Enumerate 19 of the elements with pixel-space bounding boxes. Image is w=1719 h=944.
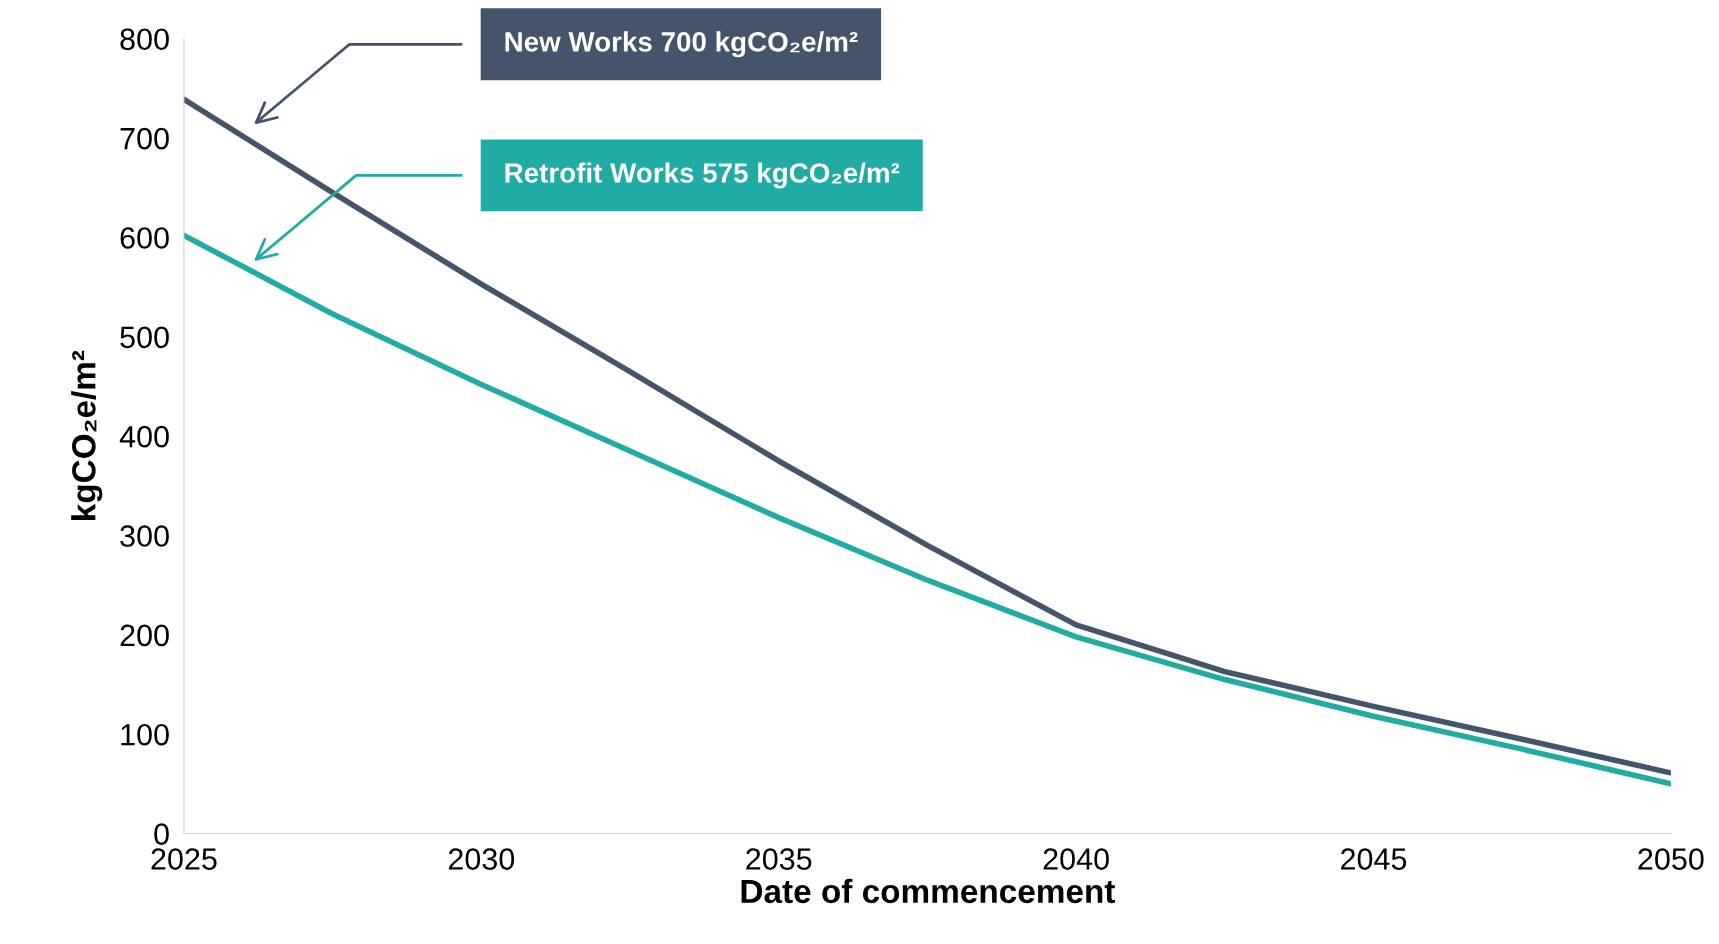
y-tick-label: 500 [120, 326, 169, 349]
annotation: Retrofit Works 575 kgCO₂e/m² [505, 162, 900, 189]
x-tick-label: 2045 [1341, 848, 1407, 870]
x-tick-label: 2035 [746, 848, 812, 870]
annotation: New Works 700 kgCO₂e/m² [505, 31, 858, 58]
y-tick-label: 200 [120, 624, 169, 647]
y-tick-label: 100 [121, 723, 169, 746]
y-axis-title: kgCO₂e/m² [71, 350, 103, 520]
x-tick-label: 2040 [1043, 848, 1109, 870]
x-tick-label: 2030 [448, 848, 515, 870]
y-tick-label: 800 [120, 28, 169, 51]
x-tick-label: 2025 [151, 848, 217, 870]
y-tick-label: 300 [120, 525, 169, 547]
y-tick-label: 0 [154, 823, 169, 845]
y-tick-label: 400 [119, 425, 169, 448]
y-tick-label: 600 [120, 227, 169, 249]
y-tick-label: 700 [120, 127, 169, 150]
x-tick-label: 2050 [1638, 848, 1704, 870]
x-axis-title: Date of commencement [741, 878, 1116, 904]
